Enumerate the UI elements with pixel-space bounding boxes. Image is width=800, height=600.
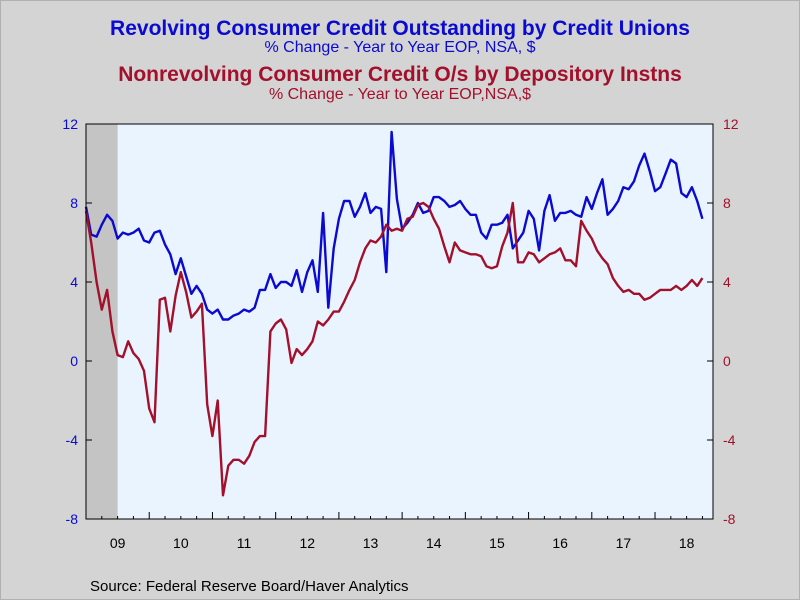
right-y-tick-label: -8 — [723, 511, 736, 527]
source-note: Source: Federal Reserve Board/Haver Anal… — [90, 578, 409, 595]
right-y-tick-label: 8 — [723, 195, 731, 211]
series-nonrevolving-line — [84, 201, 704, 497]
series1-subtitle: % Change - Year to Year EOP, NSA, $ — [264, 39, 536, 56]
left-y-tick-label: -8 — [66, 511, 79, 527]
x-tick-label: 10 — [173, 535, 189, 551]
x-tick-label: 12 — [299, 535, 315, 551]
x-tick-label: 15 — [489, 535, 505, 551]
x-tick-label: 14 — [426, 535, 442, 551]
x-tick-label: 17 — [616, 535, 632, 551]
plot-area — [86, 124, 713, 519]
x-tick-label: 09 — [110, 535, 126, 551]
left-y-tick-label: -4 — [66, 432, 79, 448]
series2-title: Nonrevolving Consumer Credit O/s by Depo… — [118, 63, 682, 86]
x-tick-label: 18 — [679, 535, 695, 551]
x-tick-label: 13 — [363, 535, 379, 551]
series2-subtitle: % Change - Year to Year EOP,NSA,$ — [268, 86, 532, 103]
series-revolving-line — [84, 130, 704, 321]
left-y-tick-label: 12 — [62, 116, 78, 132]
plot-border — [85, 123, 714, 520]
right-y-tick-label: -4 — [723, 432, 736, 448]
right-y-tick-label: 4 — [723, 274, 731, 290]
left-y-tick-label: 8 — [70, 195, 78, 211]
right-y-tick-label: 12 — [723, 116, 739, 132]
left-y-tick-label: 4 — [70, 274, 78, 290]
series1-title: Revolving Consumer Credit Outstanding by… — [110, 17, 690, 40]
x-tick-label: 16 — [552, 535, 568, 551]
left-y-tick-label: 0 — [70, 353, 78, 369]
recession-shading — [86, 124, 118, 519]
x-tick-label: 11 — [237, 535, 252, 551]
right-y-tick-label: 0 — [723, 353, 731, 369]
